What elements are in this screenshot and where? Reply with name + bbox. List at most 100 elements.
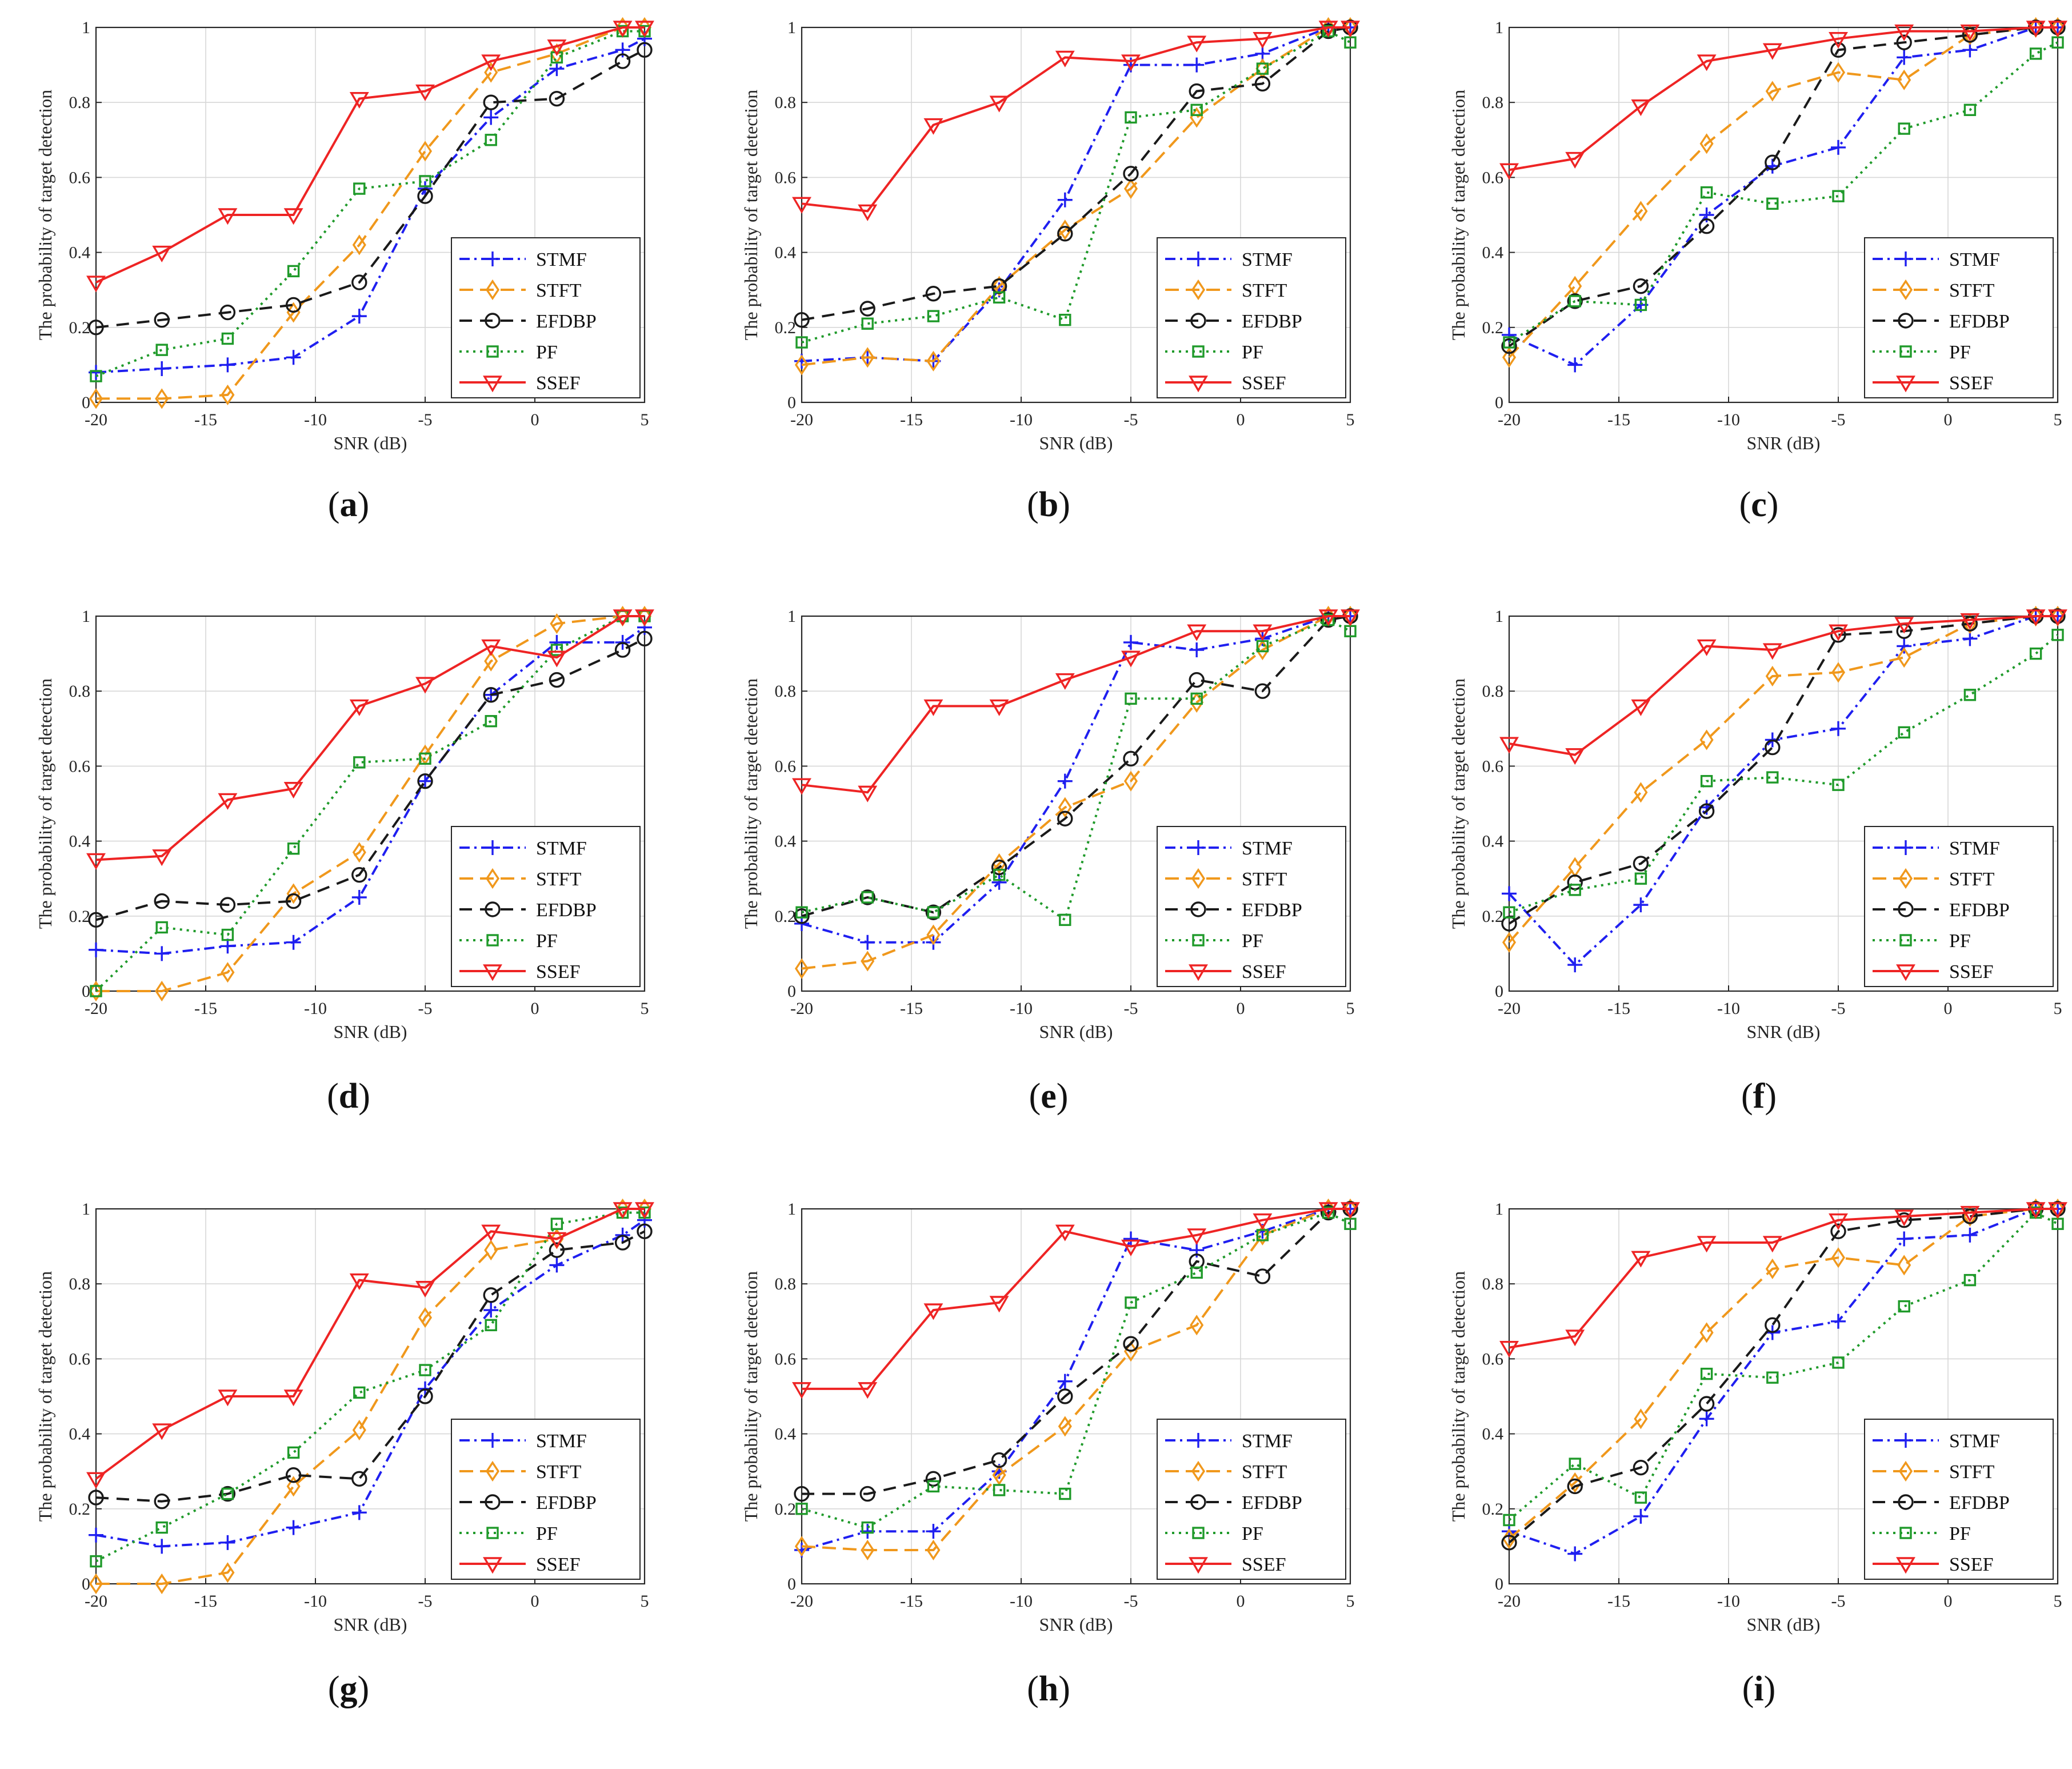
data-point-pf <box>353 1386 366 1399</box>
x-tick-label: -5 <box>1831 1592 1846 1611</box>
y-tick-label: 0.4 <box>775 1425 797 1444</box>
chart-panel-c: -20 -15 -10 -5 0 5 0 0.2 0.4 0.6 0.8 1 SNR (dB) The p… <box>1448 17 2067 524</box>
series-line-stft <box>96 615 645 992</box>
y-tick-label: 0.8 <box>1482 93 1504 112</box>
x-tick-label: -15 <box>194 1592 217 1611</box>
data-point-ssef <box>1253 1213 1273 1231</box>
y-tick-label: 0.6 <box>69 1349 91 1368</box>
legend-marker-ssef <box>483 376 502 393</box>
data-point-efdbp <box>1123 1336 1139 1352</box>
legend-label-stmf: STMF <box>1242 838 1293 859</box>
series-line-efdbp <box>801 26 1351 321</box>
y-tick-label: 0.2 <box>775 1500 797 1519</box>
y-axis-title: The probability of target detection <box>1448 678 1469 929</box>
data-point-stmf <box>549 634 565 650</box>
data-point-stmf <box>991 874 1007 890</box>
data-point-ssef <box>86 853 106 870</box>
y-tick-label: 1 <box>1495 607 1503 626</box>
caption-close: ) <box>1058 1670 1070 1708</box>
y-axis-title: The probability of target detection <box>35 90 55 340</box>
y-tick-label: 0.6 <box>69 757 91 776</box>
data-point-efdbp <box>1896 34 1912 50</box>
data-point-stmf <box>220 939 235 954</box>
legend-label-pf: PF <box>1242 342 1263 363</box>
legend-label-ssef: SSEF <box>1949 373 1994 394</box>
data-point-pf <box>1190 692 1203 705</box>
data-point-efdbp <box>154 893 170 909</box>
caption-close: ) <box>358 485 370 524</box>
data-point-ssef <box>1055 673 1075 690</box>
data-point-ssef <box>858 1382 878 1399</box>
y-tick-label: 1 <box>787 607 796 626</box>
series-pf <box>1503 629 2064 919</box>
data-point-pf <box>993 868 1006 881</box>
data-point-ssef <box>349 699 369 716</box>
data-point-pf <box>1766 197 1779 210</box>
x-tick-label: 0 <box>531 410 539 429</box>
legend-marker-stft <box>1191 868 1206 889</box>
data-point-ssef <box>1341 1202 1360 1219</box>
data-point-stmf <box>89 942 103 957</box>
series-line-ssef <box>95 26 645 283</box>
data-point-pf <box>419 1364 431 1376</box>
panel-caption: (a) <box>328 485 369 524</box>
legend-marker-pf <box>1899 1527 1912 1539</box>
y-tick-label: 0.8 <box>69 93 91 112</box>
series-line-pf <box>1508 41 2058 344</box>
data-point-stft <box>1897 647 1911 668</box>
data-point-pf <box>1700 774 1713 788</box>
data-point-stft <box>89 388 103 409</box>
data-point-pf <box>993 1484 1006 1496</box>
series-efdbp <box>794 608 1358 924</box>
data-point-ssef <box>1187 1228 1207 1245</box>
data-point-pf <box>927 1480 940 1493</box>
data-point-stmf <box>1123 1231 1138 1247</box>
data-point-stft <box>794 958 809 979</box>
x-tick-label: -20 <box>85 1592 107 1611</box>
data-point-ssef <box>218 793 238 810</box>
legend-box <box>1864 826 2054 987</box>
data-point-pf <box>90 1555 102 1568</box>
data-point-stft <box>992 275 1006 297</box>
data-point-pf <box>1832 1356 1845 1369</box>
x-axis-title: SNR (dB) <box>334 1614 407 1635</box>
data-point-ssef <box>635 21 654 38</box>
data-point-ssef <box>923 118 943 135</box>
data-point-pf <box>861 891 874 904</box>
data-point-efdbp <box>1057 226 1073 242</box>
data-point-ssef <box>1960 1205 1980 1223</box>
data-point-ssef <box>481 639 501 656</box>
data-point-ssef <box>1187 35 1207 53</box>
data-point-stmf <box>1831 721 1846 736</box>
x-axis-title: SNR (dB) <box>1039 1021 1113 1042</box>
legend-marker-stmf <box>1898 1433 1913 1448</box>
x-tick-label: 0 <box>1237 999 1245 1018</box>
data-point-efdbp <box>417 188 433 204</box>
series-efdbp <box>794 1201 1358 1502</box>
data-point-ssef <box>792 778 811 795</box>
data-point-stft <box>926 1539 941 1561</box>
data-point-pf <box>1256 62 1269 75</box>
series-line-pf <box>801 30 1351 344</box>
data-point-ssef <box>283 782 303 799</box>
y-tick-label: 0.8 <box>775 682 797 701</box>
y-tick-label: 1 <box>1495 1200 1503 1219</box>
data-point-pf <box>1125 1296 1137 1309</box>
x-axis-title: SNR (dB) <box>1747 1021 1821 1042</box>
data-point-stft <box>1765 665 1779 687</box>
y-tick-label: 0 <box>787 393 796 412</box>
data-point-stmf <box>1567 357 1583 373</box>
data-point-efdbp <box>1698 1396 1715 1412</box>
data-point-stft <box>1255 1224 1270 1245</box>
data-point-efdbp <box>859 1486 875 1502</box>
y-tick-label: 1 <box>787 18 796 37</box>
data-point-efdbp <box>1123 750 1139 766</box>
data-point-ssef <box>792 1382 811 1399</box>
caption-label: e <box>1041 1077 1057 1116</box>
legend-marker-pf <box>1192 345 1205 358</box>
data-point-ssef <box>635 609 654 626</box>
x-tick-label: -20 <box>85 410 107 429</box>
series-ssef <box>792 21 1360 221</box>
y-axis-title: The probability of target detection <box>741 678 761 929</box>
legend: STMF STFT EFDBP PF SSEF <box>1864 826 2054 987</box>
